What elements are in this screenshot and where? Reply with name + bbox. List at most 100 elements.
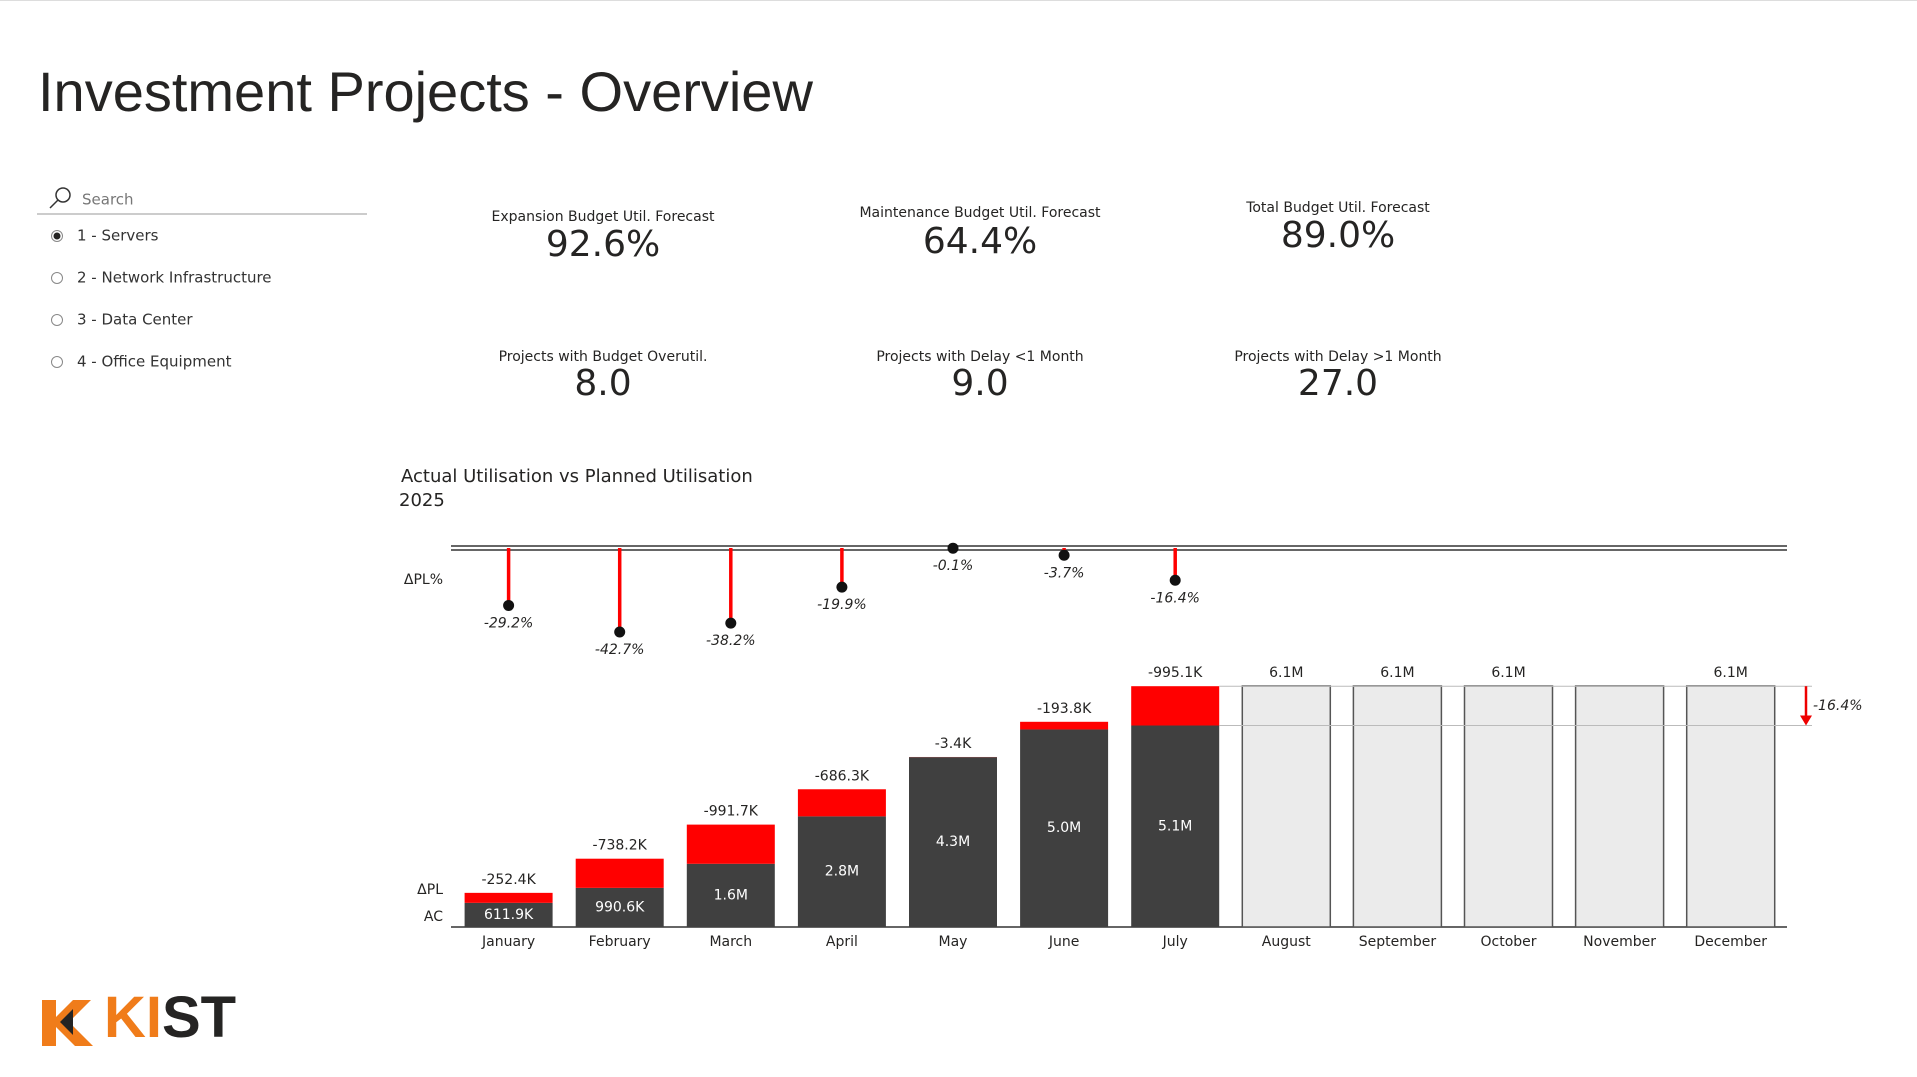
x-tick-label: December <box>1694 934 1767 950</box>
plan-label: 6.1M <box>1380 665 1414 681</box>
percent-label: -16.4% <box>1150 590 1200 606</box>
actual-bar <box>797 816 886 927</box>
actual-label: 5.0M <box>1047 820 1081 836</box>
search-icon <box>49 199 59 209</box>
chart-subtitle: 2025 <box>399 490 445 511</box>
plan-label: 6.1M <box>1714 665 1748 681</box>
plan-label: 6.1M <box>1269 665 1303 681</box>
delta-bar <box>1131 686 1220 726</box>
logo-text: KIST <box>104 985 236 1050</box>
radio-button[interactable] <box>51 272 63 284</box>
radio-dot <box>53 232 61 240</box>
row-label: ΔPL% <box>404 572 443 588</box>
x-tick-label: November <box>1583 934 1656 950</box>
delta-label: -995.1K <box>1148 665 1203 681</box>
x-tick-label: March <box>709 934 752 950</box>
search-placeholder[interactable]: Search <box>82 191 134 209</box>
percent-label: -19.9% <box>817 597 867 613</box>
x-tick-label: April <box>826 934 858 950</box>
delta-label: -193.8K <box>1037 701 1092 717</box>
percent-label: -29.2% <box>484 615 534 631</box>
percent-dot <box>725 617 737 629</box>
percent-label: -3.7% <box>1044 565 1085 581</box>
search-box[interactable]: Search <box>37 187 367 215</box>
delta-label: -686.3K <box>815 768 870 784</box>
chart: ΔPL% ΔPL AC January 611.9K -252.4K -29.2% Febru… <box>404 542 1863 950</box>
plan-bar <box>1463 685 1554 928</box>
delta-bar <box>575 858 664 888</box>
radio-button[interactable] <box>51 314 63 326</box>
plan-bar <box>1352 685 1443 928</box>
plan-bar <box>1574 685 1665 928</box>
kpi-value: 89.0% <box>1281 215 1395 256</box>
radio-button[interactable] <box>51 356 63 368</box>
kpi-label: Projects with Delay <1 Month <box>876 349 1083 365</box>
percent-dot <box>1058 549 1070 561</box>
slicer-item[interactable]: 2 - Network Infrastructure <box>77 269 272 287</box>
slicer-item[interactable]: 1 - Servers <box>77 227 159 245</box>
percent-label: -42.7% <box>595 642 645 658</box>
delta-bar <box>797 789 886 817</box>
x-tick-label: October <box>1480 934 1536 950</box>
kpi-label: Projects with Budget Overutil. <box>499 349 708 365</box>
percent-label: -38.2% <box>706 633 756 649</box>
delta-label: -991.7K <box>704 804 759 820</box>
kpi-value: 92.6% <box>546 224 660 265</box>
kpi-label: Total Budget Util. Forecast <box>1245 200 1430 216</box>
delta-bar <box>464 892 553 903</box>
x-tick-label: August <box>1262 934 1312 950</box>
chart-title: Actual Utilisation vs Planned Utilisatio… <box>401 466 753 487</box>
plan-bar <box>1685 685 1776 928</box>
total-arrowhead <box>1800 715 1812 726</box>
x-tick-label: September <box>1359 934 1437 950</box>
actual-label: 2.8M <box>825 864 859 880</box>
actual-label: 611.9K <box>484 907 534 923</box>
x-tick-label: May <box>939 934 968 950</box>
kpi-value: 8.0 <box>574 363 631 404</box>
x-tick-label: June <box>1048 934 1080 950</box>
logo-mark <box>60 1009 73 1035</box>
kpi-value: 27.0 <box>1298 363 1378 404</box>
actual-bar <box>1020 729 1109 927</box>
delta-label: -252.4K <box>481 872 536 888</box>
x-tick-label: January <box>481 934 535 950</box>
row-label: AC <box>424 909 443 925</box>
actual-bar <box>909 757 997 927</box>
page-title: Investment Projects - Overview <box>38 60 813 123</box>
x-tick-label: July <box>1162 934 1188 950</box>
delta-bar <box>1020 721 1109 730</box>
plan-label: 6.1M <box>1491 665 1525 681</box>
kpi-label: Projects with Delay >1 Month <box>1234 349 1441 365</box>
kpi-value: 64.4% <box>923 221 1037 262</box>
delta-label: -738.2K <box>593 838 648 854</box>
actual-label: 5.1M <box>1158 818 1192 834</box>
percent-dot <box>503 599 515 611</box>
actual-bar <box>575 887 664 927</box>
actual-bar <box>464 902 553 927</box>
actual-bar <box>686 863 775 927</box>
percent-dot <box>836 581 848 593</box>
plan-bar <box>1241 685 1332 928</box>
actual-bar <box>1131 725 1220 927</box>
kpi-value: 9.0 <box>951 363 1008 404</box>
percent-dot <box>947 542 959 554</box>
total-label: -16.4% <box>1813 698 1863 714</box>
actual-label: 1.6M <box>714 887 748 903</box>
kpi-label: Expansion Budget Util. Forecast <box>491 209 715 225</box>
x-tick-label: February <box>589 934 651 950</box>
actual-label: 4.3M <box>936 834 970 850</box>
logo: KIST <box>42 985 236 1050</box>
logo-accent: KI <box>104 985 162 1050</box>
delta-label: -3.4K <box>935 736 972 752</box>
slicer-item[interactable]: 4 - Office Equipment <box>77 353 232 371</box>
delta-bar <box>686 824 775 864</box>
percent-dot <box>1169 574 1181 586</box>
percent-dot <box>614 626 626 638</box>
row-label: ΔPL <box>417 882 443 898</box>
slicer-list: 1 - Servers 2 - Network Infrastructure 3 -… <box>51 227 272 371</box>
slicer-item[interactable]: 3 - Data Center <box>77 311 193 329</box>
percent-label: -0.1% <box>933 558 974 574</box>
actual-label: 990.6K <box>595 899 645 915</box>
logo-rest: ST <box>162 985 236 1050</box>
